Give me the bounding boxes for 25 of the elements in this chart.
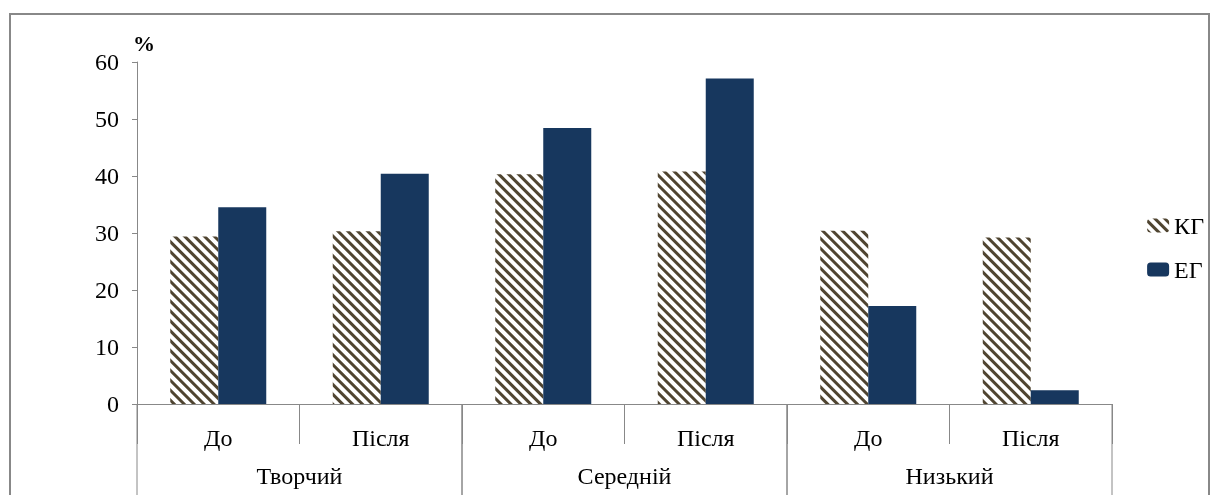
y-tick-label: 20 (95, 277, 119, 303)
x-tick-label: До (204, 425, 233, 451)
x-tick-label: До (529, 425, 558, 451)
bar (705, 78, 754, 404)
y-tick-label: 30 (95, 220, 119, 246)
text: Творчий (256, 463, 343, 489)
y-tick-label: 50 (95, 106, 119, 132)
legend-label: ЕГ (1174, 256, 1203, 283)
bar (380, 173, 429, 404)
bar (868, 305, 917, 404)
text: Низький (905, 463, 994, 489)
y-tick-label: 0 (107, 391, 119, 417)
x-tick-label: До (854, 425, 883, 451)
x-tick-label: Після (1001, 425, 1060, 451)
bar (1030, 390, 1079, 404)
y-axis-title: % (133, 30, 155, 56)
text: Середній (577, 463, 672, 489)
bar (543, 128, 592, 404)
x-tick-label: Після (676, 425, 735, 451)
bar (218, 207, 267, 404)
x-tick-label: Після (351, 425, 410, 451)
y-tick-label: 60 (95, 49, 119, 75)
y-tick-label: 40 (95, 163, 119, 189)
y-tick-label: 10 (95, 334, 119, 360)
legend-label: КГ (1174, 212, 1205, 239)
